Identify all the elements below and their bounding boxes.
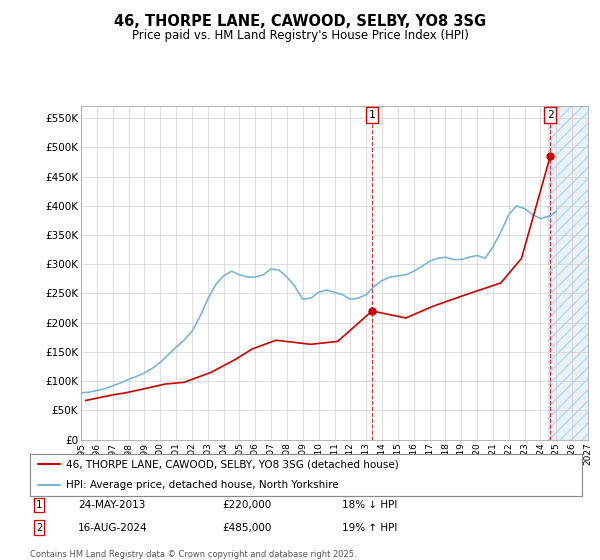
Text: 24-MAY-2013: 24-MAY-2013 (78, 500, 145, 510)
Text: 2: 2 (36, 522, 42, 533)
Text: £220,000: £220,000 (222, 500, 271, 510)
Text: 2: 2 (547, 110, 554, 120)
Text: 18% ↓ HPI: 18% ↓ HPI (342, 500, 397, 510)
Text: HPI: Average price, detached house, North Yorkshire: HPI: Average price, detached house, Nort… (66, 480, 338, 490)
Text: 46, THORPE LANE, CAWOOD, SELBY, YO8 3SG: 46, THORPE LANE, CAWOOD, SELBY, YO8 3SG (114, 14, 486, 29)
Text: 1: 1 (36, 500, 42, 510)
Text: Contains HM Land Registry data © Crown copyright and database right 2025.
This d: Contains HM Land Registry data © Crown c… (30, 550, 356, 560)
Bar (548, 106, 588, 440)
Text: £485,000: £485,000 (222, 522, 271, 533)
Text: Price paid vs. HM Land Registry's House Price Index (HPI): Price paid vs. HM Land Registry's House … (131, 29, 469, 42)
Text: 19% ↑ HPI: 19% ↑ HPI (342, 522, 397, 533)
Text: 16-AUG-2024: 16-AUG-2024 (78, 522, 148, 533)
Text: 46, THORPE LANE, CAWOOD, SELBY, YO8 3SG (detached house): 46, THORPE LANE, CAWOOD, SELBY, YO8 3SG … (66, 459, 398, 469)
Text: 1: 1 (368, 110, 376, 120)
Bar (548, 106, 588, 440)
